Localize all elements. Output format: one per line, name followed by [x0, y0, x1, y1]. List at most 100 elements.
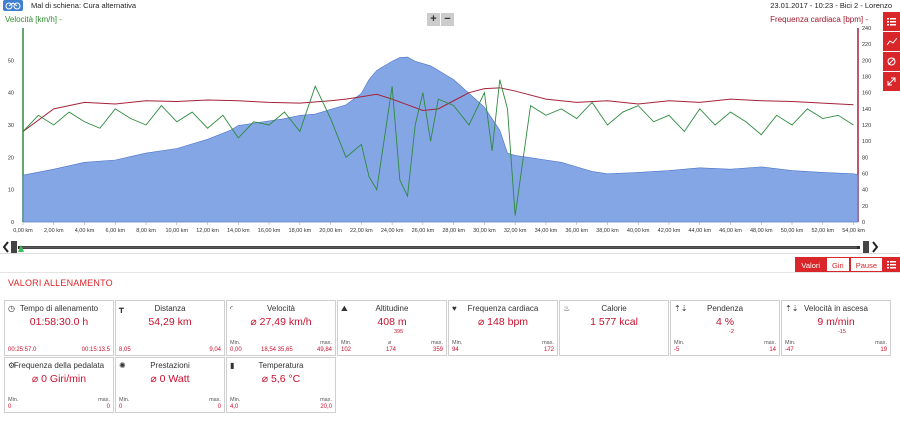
card-min: 4,0 — [230, 404, 239, 410]
card-value: 9 m/min — [817, 316, 855, 328]
card-distance[interactable]: ┳ Distanza 54,29 km 8,05 9,04 — [115, 300, 225, 356]
card-value: ⌀ 148 bpm — [477, 316, 529, 328]
card-temperature[interactable]: ▮ Temperatura ⌀ 5,6 °C Min. max. 4,0 20,0 — [226, 357, 336, 413]
card-title: Frequenza cardiaca — [467, 304, 539, 313]
tab-giri[interactable]: Giri — [826, 257, 850, 272]
card-training-time[interactable]: ◷ Tempo di allenamento 01:58:30.0 h 00:25… — [4, 300, 114, 356]
card-altitude[interactable]: ⛰ Altitudine 408 m 395 ⌀ 174 Min. max. 10… — [337, 300, 447, 356]
card-max: 359 — [432, 347, 443, 353]
card-min-label: Min. — [8, 397, 19, 403]
line-chart-icon[interactable] — [883, 32, 900, 51]
range-scrollbar[interactable] — [0, 240, 900, 254]
x-tick-label: 30,00 km — [473, 228, 496, 234]
clock-icon: ◷ — [8, 304, 15, 313]
card-max-label: max. — [764, 340, 776, 346]
x-tick-label: 50,00 km — [781, 228, 804, 234]
y-right-tick-label: 160 — [862, 91, 871, 97]
scroll-left-icon — [2, 241, 9, 253]
y-right-tick-label: 80 — [862, 155, 868, 161]
x-tick-label: 8,00 km — [136, 228, 156, 234]
x-tick-label: 48,00 km — [750, 228, 773, 234]
legend-speed[interactable]: Velocità [km/h] - — [5, 15, 62, 24]
card-min-label: Min. — [230, 340, 241, 346]
card-value: 408 m — [377, 316, 407, 328]
zoom-out-button[interactable]: − — [441, 13, 454, 26]
card-value: 1 577 kcal — [590, 316, 638, 328]
x-tick-label: 40,00 km — [627, 228, 650, 234]
x-tick-label: 6,00 km — [105, 228, 125, 234]
card-value: ⌀ 5,6 °C — [261, 373, 301, 385]
card-calories[interactable]: ♨ Calorie 1 577 kcal — [559, 300, 669, 356]
card-power[interactable]: ✺ Prestazioni ⌀ 0 Watt Min. max. 0 0 — [115, 357, 225, 413]
card-speed[interactable]: ◜ Velocità ⌀ 27,49 km/h 18,54 35,65 Min. … — [226, 300, 336, 356]
divider — [0, 272, 900, 273]
training-chart[interactable]: 0 10 20 30 40 50 0 20 40 60 80 100 120 140 160 180 200 22… — [0, 12, 900, 240]
x-tick-label: 34,00 km — [535, 228, 558, 234]
y-right-tick-label: 60 — [862, 172, 868, 178]
x-tick-label: 26,00 km — [412, 228, 435, 234]
app-logo-icon — [3, 0, 23, 11]
no-filter-icon[interactable] — [883, 52, 900, 71]
session-meta: 23.01.2017 - 10:23 - Bici 2 - Lorenzo — [770, 1, 892, 10]
mountain-icon: ⛰ — [341, 304, 348, 313]
tab-valori[interactable]: Valori — [795, 257, 827, 272]
card-gradient[interactable]: ⇡⇣ Pendenza 4 % -2 Min. max. -5 14 — [670, 300, 780, 356]
card-min-label: Min. — [119, 397, 130, 403]
card-mid: 18,54 35,65 — [261, 347, 293, 353]
x-tick-label: 22,00 km — [350, 228, 373, 234]
y-right-tick-label: 180 — [862, 75, 871, 81]
card-max: 9,04 — [209, 347, 221, 353]
card-title: Velocità in ascesa — [803, 304, 869, 313]
card-ascent-speed[interactable]: ⇡⇣ Velocità in ascesa 9 m/min -15 Min. ma… — [781, 300, 891, 356]
scroll-right-icon — [872, 241, 879, 253]
y-left-tick-label: 50 — [8, 58, 14, 64]
card-max-label: max. — [320, 340, 332, 346]
y-left-tick-label: 30 — [8, 123, 14, 129]
zoom-in-button[interactable]: + — [427, 13, 440, 26]
card-max: 14 — [769, 347, 776, 353]
card-sub: -15 — [838, 329, 846, 335]
x-tick-label: 28,00 km — [442, 228, 465, 234]
card-max-label: max. — [542, 340, 554, 346]
x-tick-label: 24,00 km — [381, 228, 404, 234]
y-right-tick-label: 240 — [862, 26, 871, 32]
card-cadence[interactable]: ⚙ Frequenza della pedalata ⌀ 0 Giri/min M… — [4, 357, 114, 413]
x-tick-label: 20,00 km — [319, 228, 342, 234]
y-left-tick-label: 0 — [11, 220, 14, 226]
y-right-tick-label: 40 — [862, 188, 868, 194]
card-max-label: max. — [875, 340, 887, 346]
card-max-label: max. — [320, 397, 332, 403]
card-max: 20,0 — [320, 404, 332, 410]
list-icon[interactable] — [883, 12, 900, 31]
card-min-label: Min. — [674, 340, 685, 346]
card-heart-rate[interactable]: ♥ Frequenza cardiaca ⌀ 148 bpm Min. max. … — [448, 300, 558, 356]
card-max-label: max. — [431, 340, 443, 346]
card-max-label: max. — [209, 397, 221, 403]
card-title: Velocità — [266, 304, 296, 313]
card-min: 0,00 — [230, 347, 242, 353]
chart-area[interactable]: Velocità [km/h] - Frequenza cardiaca [bp… — [0, 12, 900, 240]
card-min: 94 — [452, 347, 459, 353]
card-title: Pendenza — [706, 304, 744, 313]
pedal-icon: ⚙ — [8, 361, 16, 370]
x-tick-label: 36,00 km — [565, 228, 588, 234]
list-menu-icon[interactable] — [883, 257, 900, 272]
card-value: 01:58:30.0 h — [29, 316, 89, 328]
x-tick-label: 52,00 km — [811, 228, 834, 234]
y-left-tick-label: 40 — [8, 91, 14, 97]
range-handle-left — [18, 245, 24, 252]
card-title: Distanza — [154, 304, 186, 313]
y-right-tick-label: 20 — [862, 204, 868, 210]
section-title: VALORI ALLENAMENTO — [8, 278, 113, 288]
card-min-label: Min. — [452, 340, 463, 346]
expand-icon[interactable] — [883, 72, 900, 91]
card-value: 4 % — [715, 316, 735, 328]
tab-pause[interactable]: Pause — [849, 257, 883, 272]
x-tick-label: 0,00 km — [13, 228, 33, 234]
series-altitude-area — [22, 56, 859, 223]
x-tick-label: 10,00 km — [165, 228, 188, 234]
y-left-tick-label: 20 — [8, 155, 14, 161]
card-mid-label: ⌀ — [388, 340, 392, 346]
x-tick-label: 18,00 km — [289, 228, 312, 234]
legend-heart-rate[interactable]: Frequenza cardiaca [bpm] - — [770, 15, 868, 24]
